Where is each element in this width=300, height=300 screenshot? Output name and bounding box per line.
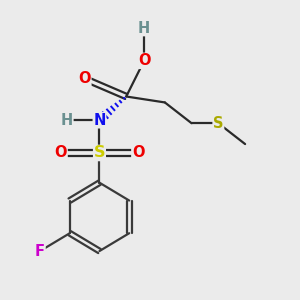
Text: S: S (94, 146, 105, 160)
Text: F: F (35, 244, 45, 259)
Text: O: O (138, 53, 150, 68)
Text: O: O (55, 146, 67, 160)
Text: S: S (213, 116, 224, 131)
Text: H: H (138, 21, 150, 36)
Text: H: H (61, 113, 73, 128)
Text: O: O (78, 71, 91, 86)
Text: N: N (93, 113, 106, 128)
Text: O: O (132, 146, 144, 160)
